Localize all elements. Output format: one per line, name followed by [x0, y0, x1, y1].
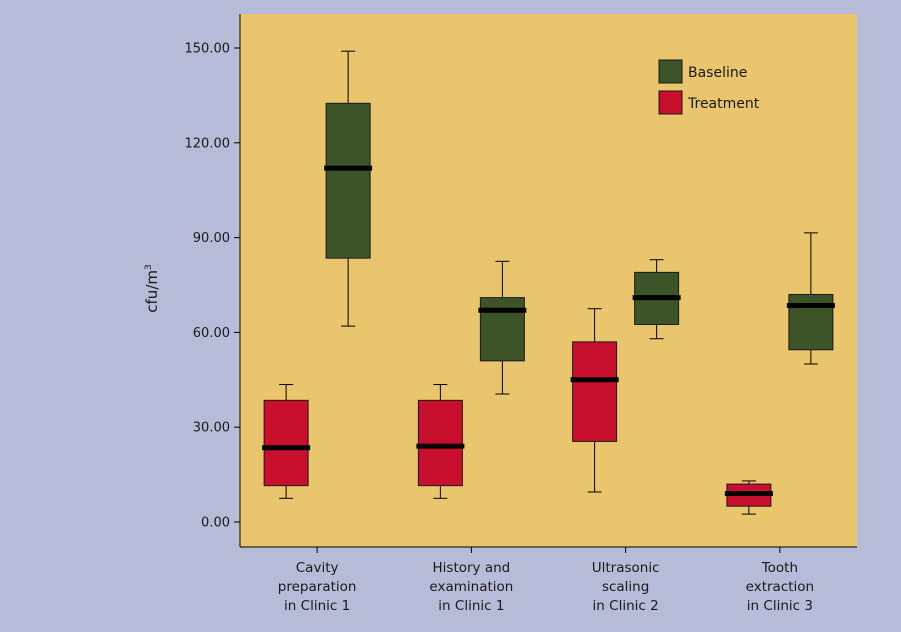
- x-axis-category-labels: Cavity preparation in Clinic 1 History and e…: [278, 560, 814, 614]
- axes: [239, 14, 857, 553]
- x-category-label: History and examination in Clinic 1: [429, 560, 513, 614]
- treatment-box: [570, 308, 619, 493]
- treatment-box: [724, 480, 773, 515]
- baseline-box: [478, 260, 527, 395]
- treatment-box: [416, 384, 465, 499]
- y-axis-title-text: cfu/m: [143, 270, 161, 313]
- x-category-label-line: preparation: [278, 579, 357, 595]
- treatment-box: [262, 384, 311, 499]
- box-body: [417, 399, 463, 487]
- legend-label-baseline: Baseline: [688, 65, 747, 81]
- box-body: [479, 297, 525, 362]
- y-axis-ticks: 0.00 30.00 60.00 90.00 120.00 150.00: [185, 42, 240, 531]
- x-category-label: Ultrasonic scaling in Clinic 2: [592, 560, 660, 614]
- y-tick-label: 120.00: [185, 136, 231, 151]
- legend-swatch-treatment: [658, 90, 683, 115]
- legend: Baseline Treatment: [658, 59, 760, 115]
- x-category-label-line: in Clinic 1: [284, 598, 350, 614]
- y-tick-label: 150.00: [185, 42, 231, 57]
- box-body: [263, 399, 309, 487]
- baseline-box: [632, 259, 681, 340]
- plot-area: [240, 14, 857, 547]
- box-body: [325, 102, 371, 259]
- x-category-label-line: Cavity: [296, 560, 339, 576]
- x-category-label-line: extraction: [746, 579, 814, 595]
- y-axis-title-superscript: 3: [144, 264, 154, 270]
- x-category-label-line: History and: [433, 560, 511, 576]
- legend-label-treatment: Treatment: [687, 96, 760, 112]
- y-tick-label: 60.00: [193, 326, 230, 341]
- x-category-label-line: scaling: [602, 579, 649, 595]
- boxes: [262, 50, 835, 515]
- y-tick-label: 90.00: [193, 231, 230, 246]
- x-category-label-line: Tooth: [761, 560, 798, 576]
- x-category-label-line: examination: [429, 579, 513, 595]
- y-tick-label: 30.00: [193, 421, 230, 436]
- x-category-label: Cavity preparation in Clinic 1: [278, 560, 357, 614]
- box-body: [788, 293, 834, 351]
- legend-swatch-baseline: [658, 59, 683, 84]
- x-category-label-line: in Clinic 2: [593, 598, 659, 614]
- x-category-label-line: in Clinic 1: [438, 598, 504, 614]
- x-category-label-line: in Clinic 3: [747, 598, 813, 614]
- x-category-label: Tooth extraction in Clinic 3: [746, 560, 814, 614]
- y-axis-title: cfu/m3: [143, 264, 161, 312]
- x-category-label-line: Ultrasonic: [592, 560, 660, 576]
- y-tick-label: 0.00: [201, 516, 230, 531]
- baseline-box: [324, 50, 373, 327]
- box-body: [572, 341, 618, 442]
- baseline-box: [786, 232, 835, 365]
